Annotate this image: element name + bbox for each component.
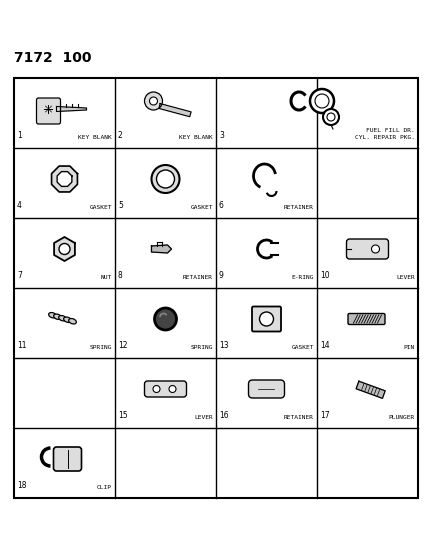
Text: 15: 15 bbox=[118, 411, 128, 420]
Circle shape bbox=[372, 245, 380, 253]
FancyBboxPatch shape bbox=[348, 313, 385, 325]
Text: RETAINER: RETAINER bbox=[284, 415, 314, 420]
Polygon shape bbox=[51, 166, 77, 192]
Circle shape bbox=[169, 385, 176, 392]
Text: 13: 13 bbox=[219, 341, 229, 350]
FancyBboxPatch shape bbox=[252, 306, 281, 332]
Polygon shape bbox=[54, 237, 75, 261]
Circle shape bbox=[59, 244, 70, 254]
Text: 3: 3 bbox=[219, 131, 224, 140]
FancyBboxPatch shape bbox=[145, 381, 187, 397]
Circle shape bbox=[149, 97, 158, 105]
FancyBboxPatch shape bbox=[54, 447, 81, 471]
Circle shape bbox=[145, 92, 163, 110]
Text: 4: 4 bbox=[17, 201, 22, 210]
FancyBboxPatch shape bbox=[249, 380, 285, 398]
Circle shape bbox=[153, 385, 160, 392]
Polygon shape bbox=[152, 245, 172, 253]
FancyBboxPatch shape bbox=[36, 98, 60, 124]
Text: E-RING: E-RING bbox=[291, 275, 314, 280]
Text: SPRING: SPRING bbox=[190, 345, 213, 350]
Text: 2: 2 bbox=[118, 131, 123, 140]
Text: GASKET: GASKET bbox=[291, 345, 314, 350]
Circle shape bbox=[155, 308, 176, 330]
Ellipse shape bbox=[64, 317, 71, 322]
Text: SPRING: SPRING bbox=[89, 345, 112, 350]
Text: 5: 5 bbox=[118, 201, 123, 210]
Ellipse shape bbox=[59, 316, 66, 321]
Polygon shape bbox=[56, 107, 86, 111]
Text: 16: 16 bbox=[219, 411, 229, 420]
Text: CLIP: CLIP bbox=[97, 485, 112, 490]
Polygon shape bbox=[57, 172, 72, 187]
Circle shape bbox=[259, 312, 273, 326]
FancyBboxPatch shape bbox=[347, 239, 389, 259]
Circle shape bbox=[323, 109, 339, 125]
Text: 12: 12 bbox=[118, 341, 128, 350]
Ellipse shape bbox=[49, 312, 56, 318]
Text: 11: 11 bbox=[17, 341, 27, 350]
Circle shape bbox=[157, 170, 175, 188]
Text: CYL. REPAIR PKG.: CYL. REPAIR PKG. bbox=[355, 135, 415, 140]
Text: 17: 17 bbox=[320, 411, 330, 420]
Text: 9: 9 bbox=[219, 271, 224, 280]
Ellipse shape bbox=[54, 314, 61, 319]
Text: 18: 18 bbox=[17, 481, 27, 490]
Text: GASKET: GASKET bbox=[190, 205, 213, 210]
Text: LEVER: LEVER bbox=[396, 275, 415, 280]
Text: RETAINER: RETAINER bbox=[284, 205, 314, 210]
Text: 7172  100: 7172 100 bbox=[14, 51, 92, 65]
Text: RETAINER: RETAINER bbox=[183, 275, 213, 280]
Text: 10: 10 bbox=[320, 271, 330, 280]
Circle shape bbox=[152, 165, 179, 193]
Text: 6: 6 bbox=[219, 201, 224, 210]
Ellipse shape bbox=[68, 319, 76, 324]
Text: 7: 7 bbox=[17, 271, 22, 280]
Text: FUEL FILL DR.: FUEL FILL DR. bbox=[366, 128, 415, 133]
Text: LEVER: LEVER bbox=[194, 415, 213, 420]
Circle shape bbox=[310, 89, 334, 113]
Text: PLUNGER: PLUNGER bbox=[389, 415, 415, 420]
Text: KEY BLANK: KEY BLANK bbox=[78, 135, 112, 140]
Text: NUT: NUT bbox=[101, 275, 112, 280]
Text: 8: 8 bbox=[118, 271, 123, 280]
Text: 14: 14 bbox=[320, 341, 330, 350]
Polygon shape bbox=[159, 103, 191, 117]
Text: KEY BLANK: KEY BLANK bbox=[179, 135, 213, 140]
Text: 1: 1 bbox=[17, 131, 22, 140]
Polygon shape bbox=[356, 381, 385, 398]
Circle shape bbox=[327, 113, 335, 121]
Text: GASKET: GASKET bbox=[89, 205, 112, 210]
Bar bbox=[14, 78, 418, 498]
Circle shape bbox=[315, 94, 329, 108]
Text: PIN: PIN bbox=[404, 345, 415, 350]
